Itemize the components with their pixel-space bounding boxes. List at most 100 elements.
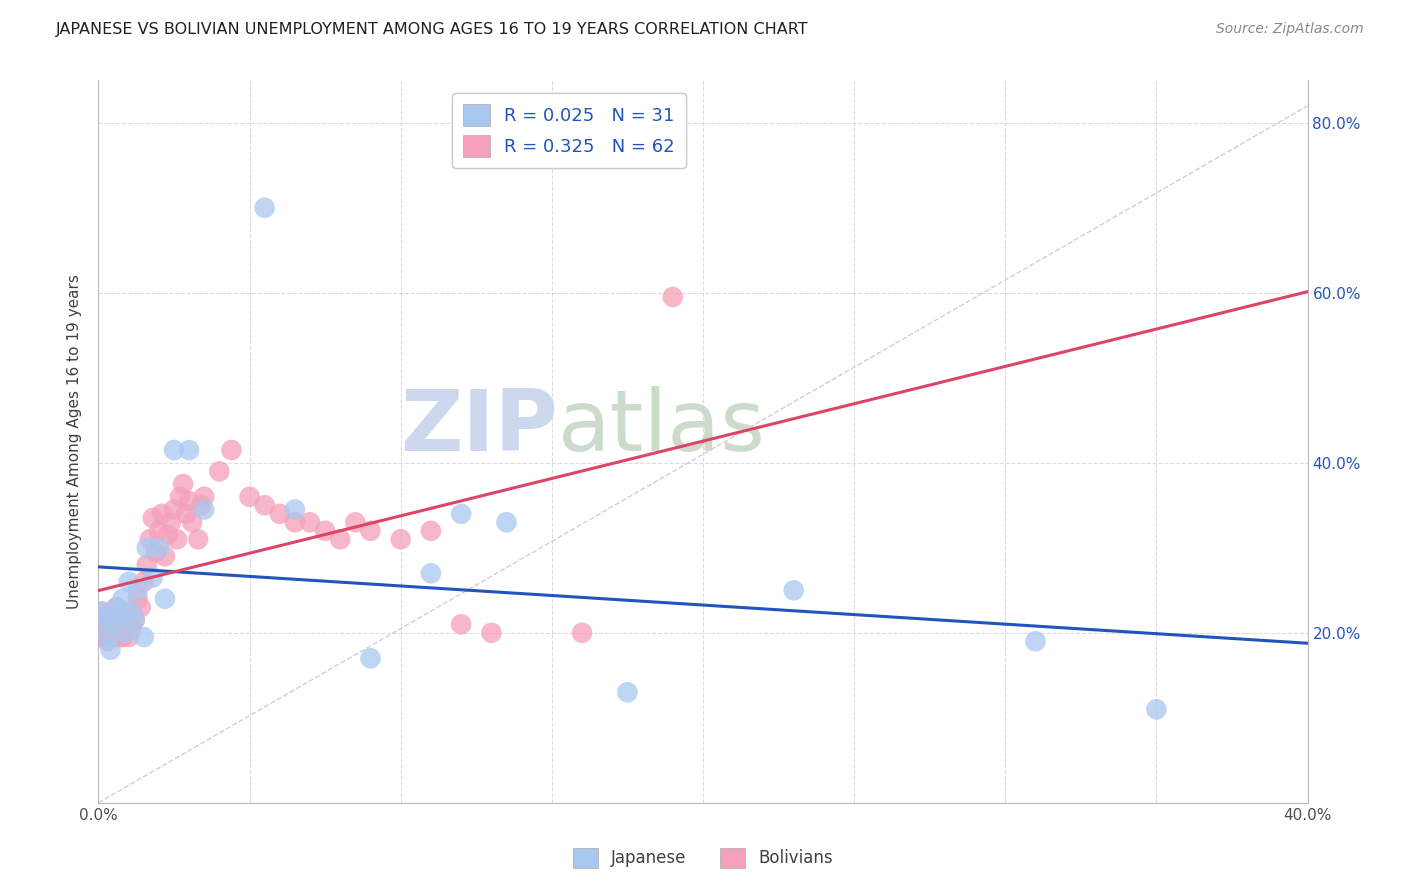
Point [166, 533, 188, 547]
Y-axis label: Unemployment Among Ages 16 to 19 years: Unemployment Among Ages 16 to 19 years [67, 274, 83, 609]
Point [208, 464, 231, 478]
Point [114, 625, 136, 640]
Point [93, 613, 115, 627]
Point [174, 507, 197, 521]
Point [187, 533, 209, 547]
Point [142, 511, 165, 525]
Point [121, 605, 143, 619]
Point [118, 574, 141, 589]
Point [450, 507, 472, 521]
Point [450, 617, 472, 632]
Point [135, 558, 157, 572]
Point [96, 634, 118, 648]
Point [105, 600, 128, 615]
Point [420, 566, 443, 581]
Point [93, 630, 115, 644]
Point [100, 642, 122, 657]
Point [129, 600, 152, 615]
Point [90, 605, 112, 619]
Point [105, 600, 128, 615]
Point [253, 201, 276, 215]
Point [100, 608, 122, 623]
Point [360, 524, 382, 538]
Point [179, 494, 201, 508]
Point [108, 630, 131, 644]
Point [181, 516, 204, 530]
Point [253, 498, 276, 512]
Point [103, 630, 125, 644]
Point [127, 591, 149, 606]
Point [783, 583, 806, 598]
Point [150, 507, 173, 521]
Point [124, 613, 146, 627]
Point [135, 541, 157, 555]
Point [495, 516, 517, 530]
Point [118, 630, 141, 644]
Point [239, 490, 262, 504]
Point [481, 625, 503, 640]
Point [190, 498, 212, 512]
Point [389, 533, 412, 547]
Point [124, 613, 146, 627]
Text: atlas: atlas [558, 385, 766, 468]
Point [148, 524, 170, 538]
Text: ZIP: ZIP [401, 385, 558, 468]
Point [1144, 702, 1167, 716]
Text: JAPANESE VS BOLIVIAN UNEMPLOYMENT AMONG AGES 16 TO 19 YEARS CORRELATION CHART: JAPANESE VS BOLIVIAN UNEMPLOYMENT AMONG … [56, 22, 808, 37]
Point [314, 524, 336, 538]
Point [90, 625, 112, 640]
Point [153, 591, 176, 606]
Point [193, 502, 215, 516]
Point [103, 617, 125, 632]
Point [111, 630, 134, 644]
Point [1024, 634, 1046, 648]
Point [121, 622, 143, 636]
Point [156, 528, 179, 542]
Point [108, 608, 131, 623]
Point [153, 549, 176, 564]
Legend: R = 0.025   N = 31, R = 0.325   N = 62: R = 0.025 N = 31, R = 0.325 N = 62 [453, 93, 686, 168]
Point [344, 516, 367, 530]
Point [571, 625, 593, 640]
Point [269, 507, 291, 521]
Point [93, 613, 115, 627]
Point [105, 625, 128, 640]
Point [108, 613, 131, 627]
Point [284, 502, 307, 516]
Point [329, 533, 352, 547]
Point [160, 516, 183, 530]
Legend: Japanese, Bolivians: Japanese, Bolivians [567, 841, 839, 875]
Point [172, 477, 194, 491]
Point [193, 490, 215, 504]
Point [111, 591, 134, 606]
Point [616, 685, 638, 699]
Point [221, 443, 243, 458]
Point [96, 617, 118, 632]
Point [299, 516, 322, 530]
Point [90, 605, 112, 619]
Point [169, 490, 191, 504]
Point [118, 613, 141, 627]
Point [103, 613, 125, 627]
Point [111, 622, 134, 636]
Point [142, 570, 165, 584]
Point [163, 443, 186, 458]
Point [139, 533, 162, 547]
Point [661, 290, 683, 304]
Point [420, 524, 443, 538]
Point [145, 545, 167, 559]
Point [132, 574, 155, 589]
Text: Source: ZipAtlas.com: Source: ZipAtlas.com [1216, 22, 1364, 37]
Point [100, 622, 122, 636]
Point [127, 583, 149, 598]
Point [284, 516, 307, 530]
Point [132, 630, 155, 644]
Point [121, 605, 143, 619]
Point [114, 617, 136, 632]
Point [360, 651, 382, 665]
Point [148, 541, 170, 555]
Point [179, 443, 201, 458]
Point [96, 630, 118, 644]
Point [114, 608, 136, 623]
Point [163, 502, 186, 516]
